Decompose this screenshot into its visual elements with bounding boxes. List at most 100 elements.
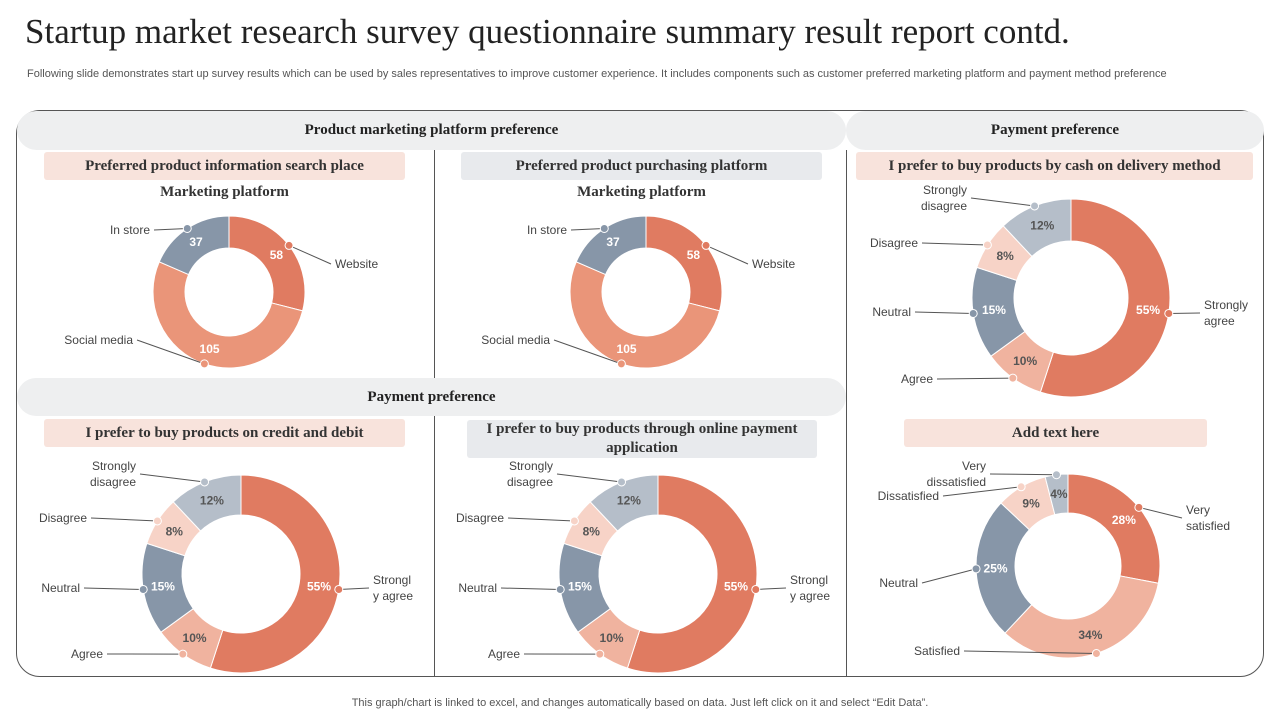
p4-value-agree: 10% — [183, 631, 207, 645]
p1-label-social-media: Social media — [64, 333, 133, 347]
panel-heading-cash-on-delivery: I prefer to buy products by cash on deli… — [856, 152, 1253, 180]
p5-label-strongly-disagree: Strongly disagree — [507, 459, 553, 489]
p5-dot-strongly-disagree — [617, 477, 627, 487]
p6-label-very-dissatisfied: Very dissatisfied — [927, 459, 986, 489]
panel-heading-purchasing-platform: Preferred product purchasing platform — [461, 152, 822, 180]
p4-label-disagree: Disagree — [39, 511, 87, 525]
p1-leader-website — [288, 244, 332, 265]
p5-leader-strongly-disagree — [556, 473, 622, 483]
p2-value-website: 58 — [687, 248, 701, 262]
p2-dot-social-media — [616, 359, 626, 369]
p3-slice-strongly-agree — [1039, 198, 1171, 398]
p5-dot-disagree — [569, 516, 579, 526]
p4-label-strongly-disagree: Strongly disagree — [90, 459, 136, 489]
p5-value-agree: 10% — [600, 631, 624, 645]
p2-dot-website — [701, 240, 711, 250]
p2-leader-in-store — [570, 227, 605, 231]
p4-value-strongly-disagree: 12% — [200, 494, 224, 508]
p2-dot-in-store — [599, 223, 609, 233]
p6-dot-very-satisfied — [1134, 502, 1144, 512]
p6-leader-satisfied — [963, 650, 1097, 654]
p4-label-neutral: Neutral — [41, 581, 80, 595]
p5-value-disagree: 8% — [583, 525, 601, 539]
p3-slice-strongly-disagree — [1002, 198, 1072, 258]
p4-leader-strongly-disagree — [139, 473, 205, 483]
p5-value-strongly-disagree: 12% — [617, 494, 641, 508]
p4-dot-neutral — [138, 584, 148, 594]
p3-label-strongly-disagree: Strongly disagree — [921, 183, 967, 213]
p4-value-neutral: 15% — [151, 579, 175, 593]
p6-leader-very-dissatisfied — [989, 473, 1057, 476]
header-marketing: Product marketing platform preference — [17, 111, 846, 150]
p6-value-very-satisfied: 28% — [1112, 513, 1136, 527]
p4-leader-disagree — [90, 517, 158, 522]
p1-leader-in-store — [153, 227, 188, 231]
p2-label-social-media: Social media — [481, 333, 550, 347]
p6-slice-satisfied — [1004, 575, 1159, 659]
p3-label-agree: Agree — [901, 372, 933, 386]
page-title: Startup market research survey questionn… — [25, 12, 1070, 51]
header-payment-bottom: Payment preference — [17, 378, 846, 416]
p3-label-strongly-agree: Strongly agree — [1204, 298, 1248, 328]
p3-value-neutral: 15% — [982, 303, 1006, 317]
p6-label-satisfied: Satisfied — [914, 644, 960, 658]
p5-label-agree: Agree — [488, 647, 520, 661]
p2-label-website: Website — [752, 257, 795, 271]
p5-leader-disagree — [507, 517, 575, 522]
p4-leader-neutral — [83, 587, 144, 590]
p5-dot-agree — [595, 649, 605, 659]
p1-slice-website — [228, 215, 306, 312]
p5-leader-neutral — [500, 587, 561, 590]
p3-leader-agree — [936, 377, 1013, 380]
p4-value-disagree: 8% — [166, 525, 184, 539]
p2-slice-website — [645, 215, 723, 312]
divider-right — [846, 150, 847, 676]
p6-dot-satisfied — [1091, 648, 1101, 658]
p1-dot-in-store — [182, 223, 192, 233]
p6-dot-neutral — [971, 564, 981, 574]
p1-label-website: Website — [335, 257, 378, 271]
p4-label-strongl-y-agree: Strongl y agree — [373, 573, 413, 603]
p2-leader-social-media — [553, 339, 622, 365]
p2-leader-website — [705, 244, 749, 265]
panel-heading-search-place: Preferred product information search pla… — [44, 152, 405, 180]
p6-value-satisfied: 34% — [1078, 628, 1102, 642]
p6-leader-dissatisfied — [942, 486, 1022, 497]
panel-heading-add-text: Add text here — [904, 419, 1207, 447]
p3-value-strongly-disagree: 12% — [1030, 218, 1054, 232]
p1-slice-social-media — [152, 261, 304, 369]
p4-dot-disagree — [152, 516, 162, 526]
p6-label-dissatisfied: Dissatisfied — [878, 489, 939, 503]
header-payment-right: Payment preference — [846, 111, 1264, 150]
p2-value-in-store: 37 — [606, 235, 620, 249]
p6-value-neutral: 25% — [984, 561, 1008, 575]
p6-leader-very-satisfied — [1138, 506, 1183, 519]
p1-label-in-store: In store — [110, 223, 150, 237]
p5-leader-strongl-y-agree — [755, 587, 787, 590]
p1-dot-website — [284, 240, 294, 250]
panel-heading-online-payment: I prefer to buy products through online … — [467, 420, 817, 458]
p1-dot-social-media — [199, 359, 209, 369]
p3-dot-neutral — [968, 308, 978, 318]
p2-label-in-store: In store — [527, 223, 567, 237]
p3-value-agree: 10% — [1013, 354, 1037, 368]
p3-leader-disagree — [921, 242, 988, 246]
footer-note: This graph/chart is linked to excel, and… — [351, 697, 929, 709]
p6-label-very-satisfied: Very satisfied — [1186, 503, 1230, 533]
p4-label-agree: Agree — [71, 647, 103, 661]
p3-label-disagree: Disagree — [870, 236, 918, 250]
p1-value-social-media: 105 — [200, 342, 220, 356]
p4-dot-strongly-disagree — [200, 477, 210, 487]
p6-slice-neutral — [975, 502, 1033, 634]
p6-dot-dissatisfied — [1016, 482, 1026, 492]
page-subtitle: Following slide demonstrates start up su… — [27, 68, 1167, 80]
panel-heading-credit-debit: I prefer to buy products on credit and d… — [44, 419, 405, 447]
p5-value-strongl-y-agree: 55% — [724, 579, 748, 593]
p4-dot-agree — [178, 649, 188, 659]
p6-label-neutral: Neutral — [879, 576, 918, 590]
p1-leader-social-media — [136, 339, 205, 365]
p6-dot-very-dissatisfied — [1051, 470, 1061, 480]
p1-value-in-store: 37 — [189, 235, 203, 249]
p4-value-strongl-y-agree: 55% — [307, 579, 331, 593]
divider-top — [434, 150, 435, 378]
